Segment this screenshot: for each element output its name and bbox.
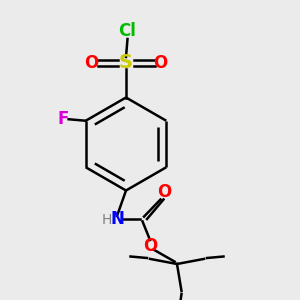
Text: H: H bbox=[102, 214, 112, 227]
Text: F: F bbox=[58, 110, 69, 128]
Text: Cl: Cl bbox=[118, 22, 136, 40]
Text: O: O bbox=[153, 54, 168, 72]
Text: O: O bbox=[143, 237, 157, 255]
Text: O: O bbox=[157, 183, 172, 201]
Text: S: S bbox=[119, 53, 133, 73]
Text: O: O bbox=[84, 54, 99, 72]
Text: N: N bbox=[111, 210, 125, 228]
